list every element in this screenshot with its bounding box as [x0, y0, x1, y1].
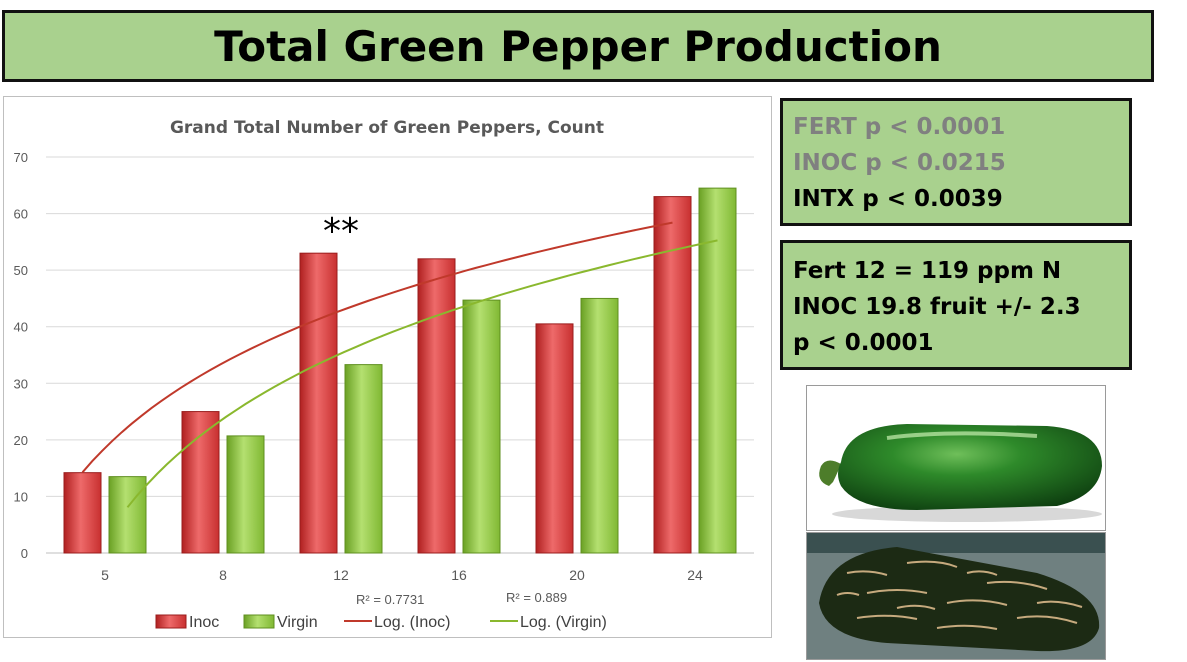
fert-p-value: FERT p < 0.0001: [793, 114, 1006, 140]
trendline-virgin: [126, 239, 718, 508]
trendline-inoc: [81, 221, 673, 473]
y-tick-label: 10: [14, 489, 28, 504]
bar-virgin: [580, 297, 619, 554]
legend-label-virgin: Virgin: [277, 614, 318, 631]
bar-inoc: [63, 472, 102, 554]
x-tick-label: 24: [687, 567, 703, 583]
inoc-p-value: INOC p < 0.0215: [793, 150, 1006, 176]
x-tick-label: 12: [333, 567, 349, 583]
r2-label-inoc: R² = 0.7731: [356, 592, 424, 607]
bar-chart: Grand Total Number of Green Peppers, Cou…: [14, 118, 754, 631]
bar-inoc: [535, 323, 574, 554]
bar-virgin: [698, 187, 737, 554]
y-tick-label: 60: [14, 207, 28, 222]
page-title: Total Green Pepper Production: [214, 21, 942, 71]
bar-virgin: [108, 476, 147, 554]
y-tick-label: 40: [14, 320, 28, 335]
x-tick-label: 16: [451, 567, 467, 583]
bar-inoc: [653, 196, 692, 554]
chart-container: Grand Total Number of Green Peppers, Cou…: [3, 96, 772, 638]
bar-virgin: [462, 299, 501, 554]
x-tick-label: 5: [101, 567, 109, 583]
bar-inoc: [181, 411, 220, 554]
y-tick-label: 20: [14, 433, 28, 448]
fert12-ppm: Fert 12 = 119 ppm N: [793, 258, 1062, 284]
green-jalapeno-photo: [806, 385, 1106, 531]
y-tick-label: 30: [14, 376, 28, 391]
y-tick-label: 70: [14, 150, 28, 165]
chart-title: Grand Total Number of Green Peppers, Cou…: [170, 118, 604, 138]
inoc-fruit-diff: INOC 19.8 fruit +/- 2.3: [793, 294, 1081, 320]
x-tick-label: 8: [219, 567, 227, 583]
bar-inoc: [417, 258, 456, 554]
fert12-box: Fert 12 = 119 ppm N INOC 19.8 fruit +/- …: [780, 240, 1132, 370]
legend-swatch-virgin: [243, 614, 275, 629]
bar-inoc: [299, 252, 338, 554]
significance-annotation: **: [323, 211, 359, 252]
bar-virgin: [226, 435, 265, 554]
title-banner: Total Green Pepper Production: [2, 10, 1154, 82]
legend-swatch-inoc: [155, 614, 187, 629]
dark-corked-jalapeno-photo: [806, 532, 1106, 660]
fert12-p-value: p < 0.0001: [793, 330, 934, 356]
r2-label-virgin: R² = 0.889: [506, 590, 567, 605]
legend-label-trend-inoc: Log. (Inoc): [374, 614, 450, 631]
legend-label-inoc: Inoc: [189, 614, 219, 631]
bar-virgin: [344, 364, 383, 554]
intx-p-value: INTX p < 0.0039: [793, 186, 1003, 212]
y-tick-label: 50: [14, 263, 28, 278]
x-tick-label: 20: [569, 567, 585, 583]
y-tick-label: 0: [21, 546, 28, 561]
significance-box: FERT p < 0.0001 INOC p < 0.0215 INTX p <…: [780, 98, 1132, 226]
legend-label-trend-virgin: Log. (Virgin): [520, 614, 607, 631]
